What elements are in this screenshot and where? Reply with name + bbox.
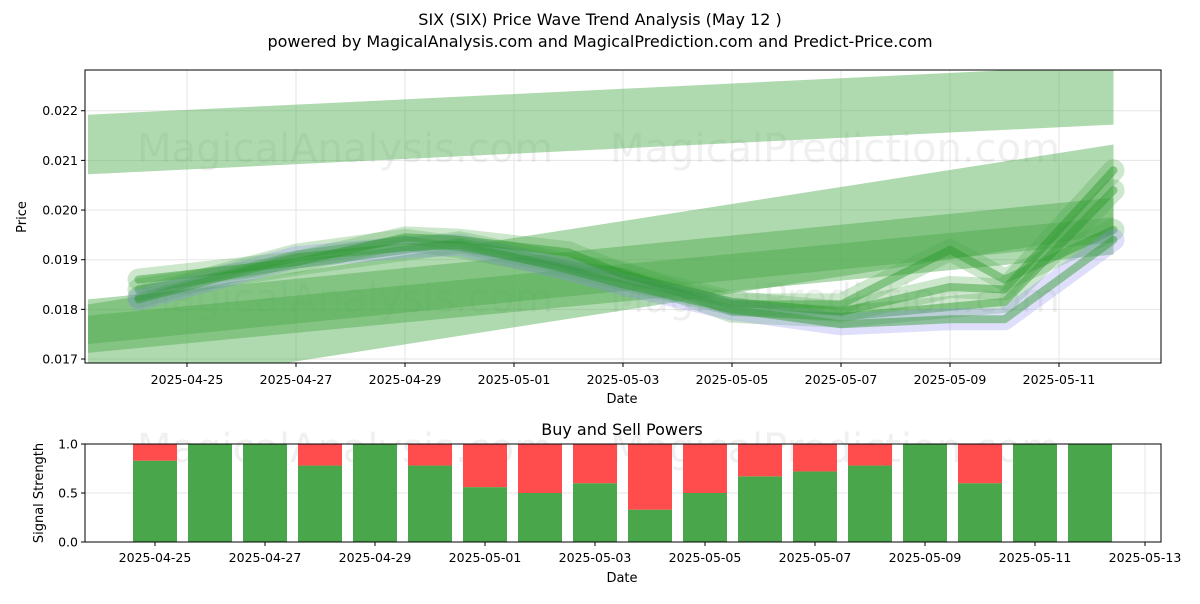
x-tick-label: 2025-05-07 [779, 550, 852, 565]
buy-bar [408, 465, 452, 542]
trend-band [88, 70, 1114, 175]
x-tick-label: 2025-05-01 [478, 372, 551, 387]
x-tick-label: 2025-04-29 [339, 550, 412, 565]
buy-bar [518, 493, 562, 542]
chart-title: SIX (SIX) Price Wave Trend Analysis (May… [418, 10, 781, 29]
wave-band [127, 159, 1125, 323]
y-tick-label: 1.0 [58, 437, 78, 452]
sell-bar [298, 444, 342, 466]
buy-bar [628, 509, 672, 542]
x-tick-label: 2025-04-27 [229, 550, 302, 565]
buy-bar [353, 444, 397, 542]
wave-line [134, 235, 1118, 329]
price-y-axis: 0.017 0.018 0.019 0.020 0.021 0.022 [42, 103, 85, 367]
signal-plot: Buy and Sell Powers MagicalAnalysis.com … [32, 420, 1181, 586]
x-tick-label: 2025-05-01 [449, 550, 522, 565]
y-tick-label: 0.017 [42, 352, 78, 367]
price-y-label: Price [15, 201, 30, 233]
price-x-axis: 2025-04-25 2025-04-27 2025-04-29 2025-05-01… [151, 363, 1096, 387]
sell-bar [793, 444, 837, 472]
watermark-analysis: MagicalAnalysis.com [137, 276, 553, 322]
buy-bar [683, 493, 727, 542]
wave-line [134, 225, 1118, 309]
price-x-label: Date [606, 392, 637, 407]
sell-bar [628, 444, 672, 510]
x-tick-label: 2025-05-11 [999, 550, 1072, 565]
signal-x-axis: 2025-04-25 2025-04-27 2025-04-29 2025-05-01… [119, 542, 1182, 565]
buy-bar [573, 483, 617, 542]
signal-y-label: Signal Strength [32, 443, 47, 543]
y-tick-label: 0.018 [42, 302, 78, 317]
price-watermarks: MagicalAnalysis.com MagicalPrediction.co… [137, 126, 1060, 322]
buy-bar [958, 483, 1002, 542]
buy-bar [1068, 444, 1112, 542]
buy-bar [1013, 444, 1057, 542]
wave-band [127, 179, 1125, 328]
y-tick-label: 0.5 [58, 486, 78, 501]
trend-band [88, 144, 1114, 363]
x-tick-label: 2025-05-05 [696, 372, 769, 387]
y-tick-label: 0.021 [42, 153, 78, 168]
y-tick-label: 0.0 [58, 535, 78, 550]
buy-bar [903, 444, 947, 542]
x-tick-label: 2025-04-25 [119, 550, 192, 565]
x-tick-label: 2025-05-09 [914, 372, 987, 387]
price-marks [88, 70, 1125, 363]
buy-bar [848, 465, 892, 542]
sell-bar [958, 444, 1002, 484]
sell-bar [463, 444, 507, 488]
x-tick-label: 2025-05-05 [669, 550, 742, 565]
x-tick-label: 2025-05-03 [587, 372, 660, 387]
sell-bar [848, 444, 892, 466]
buy-bar [738, 476, 782, 542]
buy-bar [298, 465, 342, 542]
x-tick-label: 2025-05-07 [805, 372, 878, 387]
x-tick-label: 2025-04-29 [369, 372, 442, 387]
sell-bar [738, 444, 782, 477]
sell-bar [573, 444, 617, 484]
watermark-prediction: MagicalPrediction.com [610, 126, 1060, 172]
trend-band [88, 217, 1114, 353]
wave-line [134, 186, 1118, 321]
x-tick-label: 2025-04-25 [151, 372, 224, 387]
x-tick-label: 2025-05-13 [1109, 550, 1182, 565]
sell-bar [408, 444, 452, 466]
wave-band [127, 218, 1125, 316]
wave-band [127, 228, 1125, 336]
buy-bar [463, 487, 507, 542]
buy-bar [133, 460, 177, 542]
y-tick-label: 0.019 [42, 252, 78, 267]
signal-y-axis: 0.0 0.5 1.0 [58, 437, 85, 550]
sell-bar [683, 444, 727, 493]
price-grid [85, 70, 1161, 363]
trend-band [88, 197, 1114, 345]
buy-bar [793, 471, 837, 542]
sell-bar [133, 444, 177, 461]
x-tick-label: 2025-04-27 [260, 372, 333, 387]
y-tick-label: 0.022 [42, 103, 78, 118]
signal-plot-title: Buy and Sell Powers [541, 420, 703, 439]
sell-bar [518, 444, 562, 493]
y-tick-label: 0.020 [42, 203, 78, 218]
x-tick-label: 2025-05-03 [559, 550, 632, 565]
x-tick-label: 2025-05-09 [889, 550, 962, 565]
buy-bar [243, 444, 287, 542]
wave-line [134, 166, 1118, 316]
price-plot: MagicalAnalysis.com MagicalPrediction.co… [15, 69, 1162, 407]
buy-bar [188, 444, 232, 542]
x-tick-label: 2025-05-11 [1023, 372, 1096, 387]
signal-x-label: Date [606, 571, 637, 586]
watermark-prediction: MagicalPrediction.com [610, 276, 1060, 322]
chart-subtitle: powered by MagicalAnalysis.com and Magic… [267, 32, 932, 51]
watermark-analysis: MagicalAnalysis.com [137, 126, 553, 172]
signal-bars [133, 444, 1112, 542]
